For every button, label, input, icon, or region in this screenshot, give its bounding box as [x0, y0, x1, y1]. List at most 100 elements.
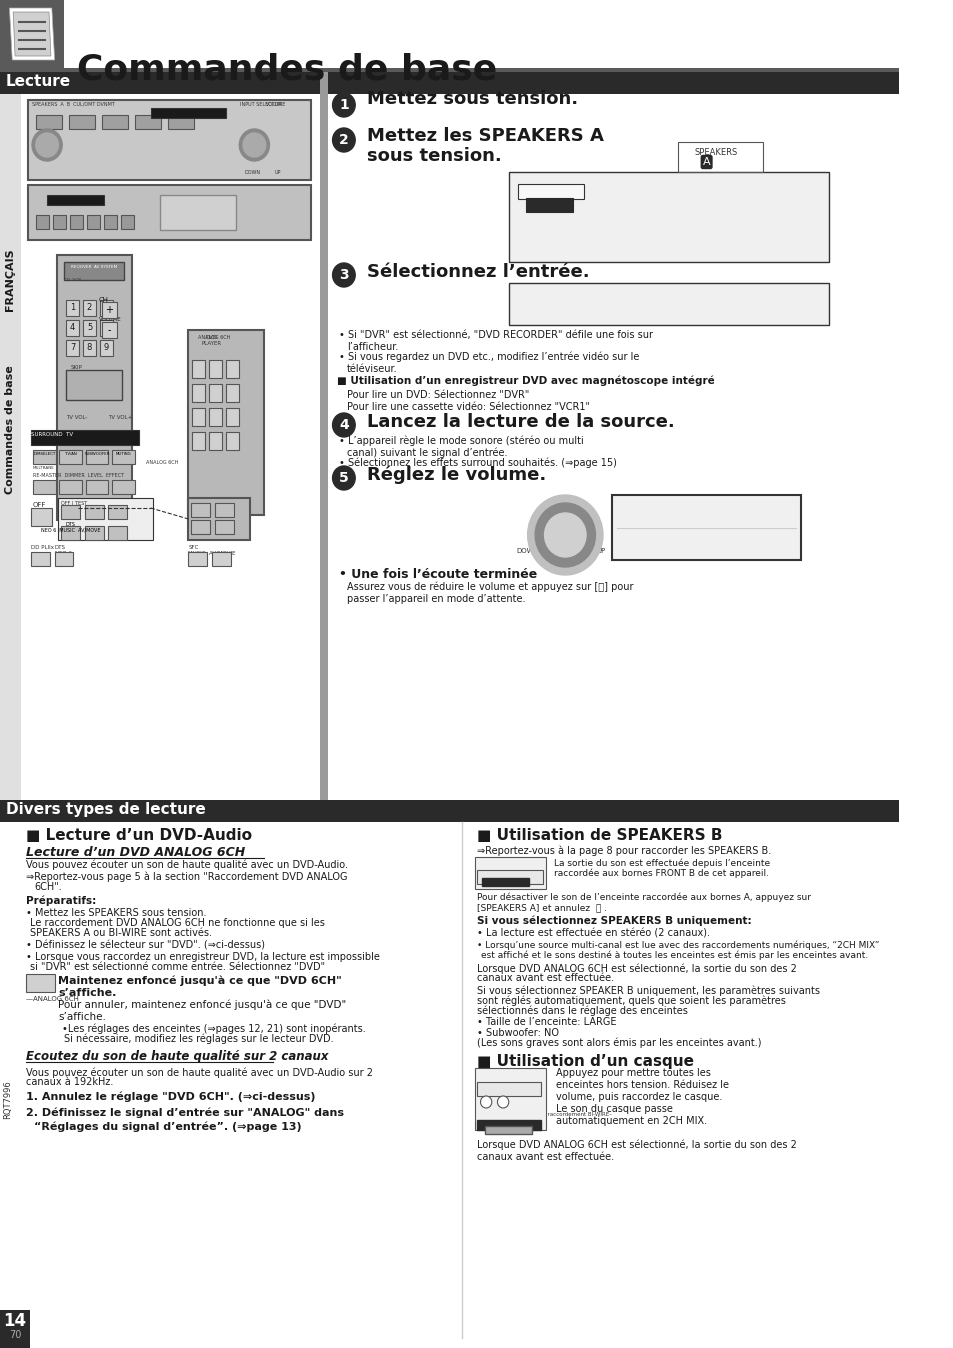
Text: [SPEAKERS A] et annulez  Ⓐ .: [SPEAKERS A] et annulez Ⓐ . — [476, 903, 606, 913]
Text: • Lorsque vous raccordez un enregistreur DVD, la lecture est impossible: • Lorsque vous raccordez un enregistreur… — [27, 952, 380, 962]
Text: – SPEAKERS –: – SPEAKERS – — [483, 1084, 530, 1091]
Text: est affiché et le sons destiné à toutes les enceintes est émis par les enceintes: est affiché et le sons destiné à toutes … — [480, 950, 867, 960]
Bar — [475, 1068, 545, 1130]
Text: ANALOG 6CH: ANALOG 6CH — [146, 460, 178, 465]
Bar — [54, 551, 73, 566]
Text: 14: 14 — [4, 1312, 27, 1330]
Text: Mettez les SPEAKERS A: Mettez les SPEAKERS A — [367, 127, 603, 146]
Text: Lecture d’un DVD ANALOG 6CH: Lecture d’un DVD ANALOG 6CH — [27, 847, 245, 859]
Circle shape — [527, 495, 602, 576]
Text: La sortie du son est effectuée depuis l’enceinte: La sortie du son est effectuée depuis l’… — [554, 857, 769, 868]
Circle shape — [544, 514, 585, 557]
Bar — [120, 214, 133, 229]
Text: • Définissez le sélecteur sur "DVD". (⇒ci-dessus): • Définissez le sélecteur sur "DVD". (⇒c… — [27, 940, 265, 950]
Text: • Une fois l’écoute terminée: • Une fois l’écoute terminée — [339, 568, 537, 581]
Text: INPUT SELECTOR: INPUT SELECTOR — [525, 287, 597, 297]
Text: CH: CH — [99, 297, 109, 303]
Text: VOLUME: VOLUME — [266, 102, 286, 106]
Bar — [508, 283, 828, 325]
Text: téléviseur.: téléviseur. — [346, 364, 397, 373]
Bar — [476, 1120, 540, 1130]
Text: SKIP: SKIP — [71, 365, 83, 369]
Bar — [0, 0, 64, 67]
Bar — [36, 115, 62, 129]
Bar — [27, 975, 54, 992]
Text: • L’appareil règle le mode sonore (stéréo ou multi: • L’appareil règle le mode sonore (stéré… — [339, 435, 583, 445]
Text: canaux avant est effectuée.: canaux avant est effectuée. — [476, 973, 613, 983]
Bar — [83, 301, 96, 315]
Text: 6: 6 — [104, 324, 109, 332]
Text: l’afficheur.: l’afficheur. — [346, 342, 397, 352]
Text: Appuyez pour mettre toutes les: Appuyez pour mettre toutes les — [556, 1068, 710, 1078]
Text: SFC
MUSIC  AV/MOVIE: SFC MUSIC AV/MOVIE — [189, 545, 235, 555]
Circle shape — [32, 129, 62, 160]
Text: ■ Utilisation d’un casque: ■ Utilisation d’un casque — [476, 1054, 693, 1069]
Text: s’affiche.: s’affiche. — [58, 1012, 106, 1022]
Text: Assurez vous de réduire le volume et appuyez sur [⏻] pour: Assurez vous de réduire le volume et app… — [346, 582, 633, 593]
Text: △  0 dB: △ 0 dB — [743, 532, 780, 543]
Text: 1: 1 — [338, 98, 349, 112]
Bar — [209, 408, 222, 426]
Text: Lorsque DVD ANALOG 6CH est sélectionné, la sortie du son des 2: Lorsque DVD ANALOG 6CH est sélectionné, … — [476, 962, 796, 973]
Circle shape — [36, 133, 58, 156]
Text: A: A — [702, 156, 710, 167]
Text: –Lors de l’utilisation d’un raccordement BI-WIRE–: –Lors de l’utilisation d’un raccordement… — [476, 1112, 611, 1117]
Bar — [0, 799, 898, 822]
Bar — [69, 115, 95, 129]
Bar — [59, 450, 82, 464]
Text: SPEAKERS: SPEAKERS — [478, 1070, 510, 1074]
Text: (MIN): (MIN) — [649, 546, 679, 555]
Bar — [320, 71, 328, 802]
Text: enceintes hors tension. Réduisez le: enceintes hors tension. Réduisez le — [556, 1080, 728, 1091]
Text: 6CH".: 6CH". — [34, 882, 62, 892]
Bar — [475, 857, 545, 888]
Bar — [226, 360, 239, 377]
Text: Vous pouvez écouter un son de haute qualité avec un DVD-Audio sur 2: Vous pouvez écouter un son de haute qual… — [27, 1068, 373, 1077]
Text: (Les sons graves sont alors émis par les enceintes avant.): (Les sons graves sont alors émis par les… — [476, 1038, 760, 1049]
Text: raccordée aux bornes FRONT B de cet appareil.: raccordée aux bornes FRONT B de cet appa… — [554, 868, 768, 878]
Text: SPEAKERS A ou BI-WIRE sont activés.: SPEAKERS A ou BI-WIRE sont activés. — [30, 927, 212, 938]
Bar — [61, 526, 80, 541]
Bar — [212, 551, 231, 566]
Text: DTS
NEO 6  MUSIC  AV/MOVE: DTS NEO 6 MUSIC AV/MOVE — [41, 522, 100, 532]
Text: 1. Annulez le réglage "DVD 6CH". (⇒ci-dessus): 1. Annulez le réglage "DVD 6CH". (⇒ci-de… — [27, 1092, 315, 1103]
Text: A B BI-WIRE: A B BI-WIRE — [528, 200, 569, 206]
Bar — [33, 450, 55, 464]
Bar — [59, 480, 82, 493]
Text: B: B — [503, 879, 508, 886]
Text: Si vous sélectionnez SPEAKER B uniquement, les paramètres suivants: Si vous sélectionnez SPEAKER B uniquemen… — [476, 985, 819, 996]
Text: SPEAKERS: SPEAKERS — [480, 859, 512, 864]
Text: Lorsque DVD ANALOG 6CH est sélectionné, la sortie du son des 2: Lorsque DVD ANALOG 6CH est sélectionné, … — [476, 1140, 796, 1150]
Text: SURROUND  TV: SURROUND TV — [30, 431, 72, 437]
Text: DTS
NEO 6: DTS NEO 6 — [54, 545, 71, 555]
Text: Le raccordement DVD ANALOG 6CH ne fonctionne que si les: Le raccordement DVD ANALOG 6CH ne foncti… — [30, 918, 325, 927]
Text: • Sélectionnez les effets surround souhaités. (⇒page 15): • Sélectionnez les effets surround souha… — [339, 458, 617, 469]
Text: UP: UP — [274, 170, 281, 175]
Text: (MAX): (MAX) — [762, 546, 796, 555]
Text: • Lorsqu’une source multi-canal est lue avec des raccordements numériques, “2CH : • Lorsqu’une source multi-canal est lue … — [476, 940, 878, 949]
Text: “Réglages du signal d’entrée”. (⇒page 13): “Réglages du signal d’entrée”. (⇒page 13… — [34, 1122, 301, 1132]
Text: A  B: A B — [480, 1076, 494, 1082]
Bar — [109, 526, 127, 541]
Bar — [160, 195, 235, 231]
Text: BI-WIRE: BI-WIRE — [497, 1127, 520, 1132]
Bar — [58, 497, 152, 541]
Bar — [612, 495, 800, 559]
Circle shape — [535, 503, 595, 568]
Text: RQT7996: RQT7996 — [3, 1081, 12, 1119]
Bar — [525, 198, 572, 212]
Text: TUNER ↔ CD ↔ TV/STB ↔ DVD: TUNER ↔ CD ↔ TV/STB ↔ DVD — [516, 297, 662, 306]
Bar — [476, 1082, 540, 1096]
Bar — [0, 67, 898, 71]
Text: • Si "DVR" est sélectionné, "DVD RECORDER" défile une fois sur: • Si "DVR" est sélectionné, "DVD RECORDE… — [339, 330, 653, 340]
Text: 3: 3 — [104, 303, 109, 311]
Text: ⇐ (désactivé), -79: ⇐ (désactivé), -79 — [619, 532, 714, 543]
Text: – SPEAKERS –: – SPEAKERS – — [487, 1122, 529, 1126]
Bar — [66, 340, 79, 356]
Bar — [192, 431, 205, 450]
Text: si "DVR" est sélectionné comme entrée. Sélectionnez "DVD": si "DVR" est sélectionné comme entrée. S… — [30, 962, 325, 972]
Bar — [517, 183, 583, 200]
Text: Pour annuler, maintenez enfoncé jusqu'à ce que "DVD": Pour annuler, maintenez enfoncé jusqu'à … — [58, 1000, 346, 1011]
Bar — [31, 508, 51, 526]
Bar — [168, 115, 193, 129]
